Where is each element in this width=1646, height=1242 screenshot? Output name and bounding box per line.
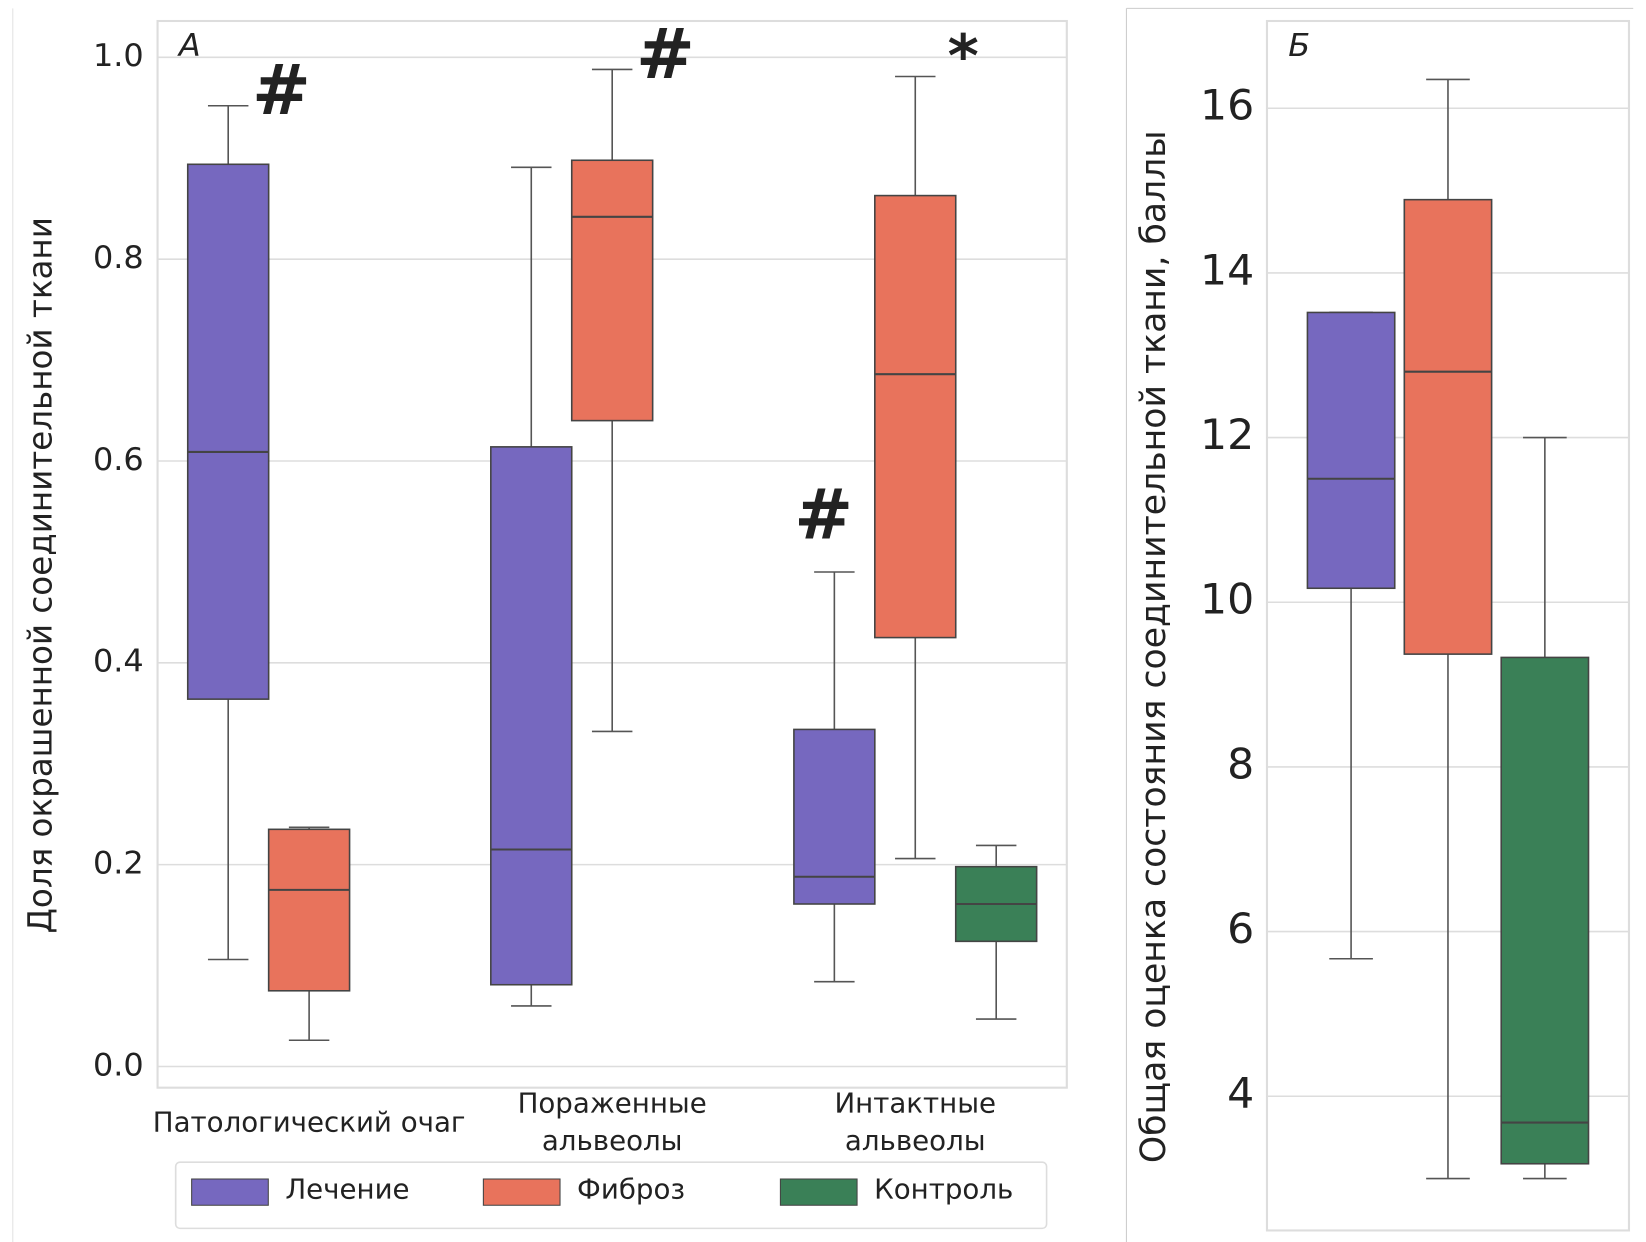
y-tick-label: 8 <box>1227 740 1254 789</box>
legend-label: Фиброз <box>577 1174 685 1206</box>
legend-label: Лечение <box>285 1174 409 1206</box>
legend-label: Контроль <box>874 1174 1013 1206</box>
x-tick-label: Интактные альвеолы <box>834 1088 996 1158</box>
y-axis-label: Общая оценка состояния соединительной тк… <box>1134 130 1174 1163</box>
y-tick-label: 6 <box>1227 904 1254 953</box>
y-tick-label: 1.0 <box>93 38 144 74</box>
box <box>186 163 270 700</box>
box <box>1403 198 1493 655</box>
y-tick-label: 14 <box>1200 246 1254 295</box>
plot-area <box>156 19 1068 1089</box>
y-tick-label: 12 <box>1200 410 1254 459</box>
y-tick-label: 0.8 <box>93 240 144 276</box>
annotation: * <box>948 22 979 91</box>
box <box>793 728 876 905</box>
box <box>267 828 351 992</box>
annotation: # <box>252 51 311 131</box>
y-tick-label: 16 <box>1200 81 1254 130</box>
y-tick-label: 0.2 <box>93 846 144 882</box>
legend-swatch <box>779 1178 858 1206</box>
plot-area <box>1265 19 1631 1232</box>
box <box>490 446 573 986</box>
panel-label: Б <box>1288 28 1310 64</box>
box <box>874 194 957 639</box>
box <box>1306 311 1396 590</box>
annotation: # <box>794 475 853 555</box>
y-tick-label: 4 <box>1227 1069 1254 1118</box>
legend-swatch <box>191 1178 269 1206</box>
x-tick-label: Патологический очаг <box>153 1106 466 1138</box>
panel-label: А <box>177 28 201 64</box>
y-tick-label: 0.0 <box>93 1048 144 1084</box>
y-axis-label: Доля окрашенной соединительной ткани <box>21 217 59 933</box>
box <box>570 159 654 422</box>
y-tick-label: 0.6 <box>93 442 144 478</box>
box <box>1500 656 1590 1165</box>
y-tick-label: 10 <box>1200 575 1254 624</box>
legend-swatch <box>482 1178 561 1206</box>
x-tick-label: Пораженные альвеолы <box>518 1088 707 1158</box>
annotation: # <box>636 14 695 94</box>
y-tick-label: 0.4 <box>93 644 144 680</box>
